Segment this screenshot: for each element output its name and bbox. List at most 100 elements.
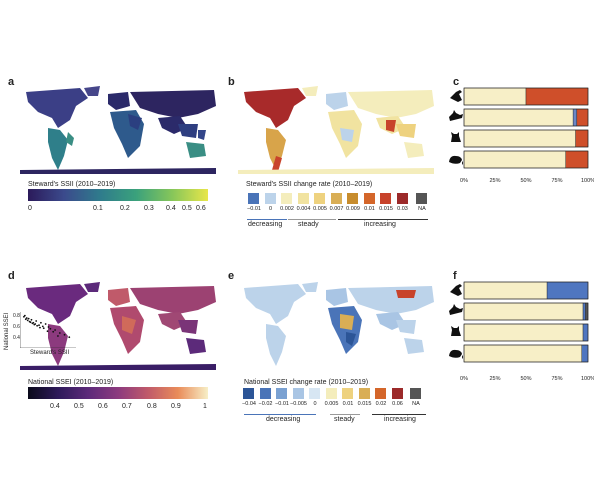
scatter-point — [42, 327, 45, 330]
inset-ytick: 0.8 — [13, 313, 20, 319]
legend-swatch — [396, 193, 408, 204]
cat-icon-shape — [451, 132, 461, 142]
bar-segment — [581, 344, 589, 363]
colorbar-tick: 0.6 — [98, 403, 108, 410]
legend-category-steady: steady — [298, 221, 319, 228]
axis-tick-label: 0% — [460, 376, 468, 382]
bar-segment — [463, 344, 583, 363]
bar-segment — [576, 108, 589, 127]
legend-swatch — [410, 388, 421, 399]
bar-outline — [463, 108, 589, 127]
map-countries-d — [20, 282, 216, 370]
bar-segment — [565, 150, 589, 169]
scatter-point — [58, 332, 61, 334]
legend-swatch-label: NA — [412, 401, 420, 407]
legend-swatch — [416, 193, 427, 204]
legend-category-increasing: increasing — [384, 416, 416, 423]
scatter-point — [54, 329, 56, 331]
colorbar-tick: 0.2 — [120, 205, 130, 212]
colorbar-tick: 0 — [28, 205, 32, 212]
bar-segment — [463, 150, 566, 169]
colorbar-tick: 1 — [203, 403, 207, 410]
bar-segment — [572, 108, 578, 127]
legend-swatch-label: 0 — [268, 206, 273, 212]
legend-title-d: National SSEI (2010–2019) — [28, 379, 114, 386]
bird-icon — [450, 90, 462, 102]
legend-rule-decreasing — [247, 219, 287, 220]
panel-label-f: f — [453, 270, 457, 282]
legend-swatch-label: 0.02 — [375, 401, 387, 407]
panel-label-a: a — [8, 76, 15, 88]
legend-swatch — [292, 388, 304, 399]
bar-outline — [463, 344, 589, 363]
colorbar-tick: 0.7 — [122, 403, 132, 410]
bird-icon-shape — [450, 284, 462, 296]
legend-swatch — [391, 388, 403, 399]
bar-segment — [463, 108, 574, 127]
legend-swatch-label: 0.002 — [280, 206, 294, 212]
map-countries-a — [20, 86, 216, 174]
legend-swatch — [358, 388, 370, 399]
panel-label-e: e — [228, 270, 235, 282]
legend-swatch — [325, 388, 337, 399]
axis-tick-label: 25% — [489, 376, 500, 382]
inset-ytick: 0.6 — [13, 324, 20, 330]
bar-outline — [463, 150, 589, 169]
colorbar-ssei — [28, 387, 208, 399]
scatter-point — [68, 336, 71, 339]
map-countries-e — [244, 282, 434, 366]
axis-tick-label: 75% — [551, 376, 562, 382]
rodent-icon — [449, 155, 463, 165]
colorbar-tick: 0.1 — [93, 205, 103, 212]
legend-rule-increasing — [338, 219, 428, 220]
bar-outline — [463, 129, 589, 148]
cat-icon — [451, 326, 461, 336]
fox-icon-shape — [449, 304, 463, 315]
bar-segment — [463, 302, 584, 321]
legend-swatch-label: NA — [418, 206, 426, 212]
scatter-point — [23, 314, 26, 317]
rodent-icon-shape — [449, 349, 463, 359]
legend-swatch-label: 0.01 — [364, 206, 375, 212]
cat-icon — [451, 132, 461, 142]
scatter-point — [35, 320, 38, 322]
legend-swatch-label: 0.005 — [313, 206, 327, 212]
legend-category-decreasing: decreasing — [248, 221, 283, 228]
legend-swatch — [281, 193, 292, 204]
bar-outline — [463, 87, 589, 106]
colorbar-tick: 0.8 — [147, 403, 157, 410]
colorbar-tick: 0.4 — [166, 205, 176, 212]
axis-tick-label: 100% — [581, 178, 594, 184]
world-map-ssei — [20, 282, 216, 370]
legend-swatch-label: 0.005 — [324, 401, 339, 407]
colorbar-tick: 0.5 — [182, 205, 192, 212]
legend-category-steady: steady — [334, 416, 355, 423]
axis-tick-label: 75% — [551, 178, 562, 184]
legend-swatch-label: −0.01 — [247, 206, 261, 212]
scatter-point — [52, 330, 55, 333]
legend-swatch — [314, 193, 325, 204]
fox-icon-shape — [449, 110, 463, 121]
colorbar-tick: 0.9 — [171, 403, 181, 410]
legend-swatch-label: 0.004 — [296, 206, 311, 212]
legend-title-e: National SSEI change rate (2010–2019) — [244, 379, 369, 386]
legend-rule-increasing — [372, 414, 426, 415]
colorbar-tick: 0.6 — [196, 205, 206, 212]
inset-xlabel: Steward's SSII — [30, 350, 70, 356]
scatter-point — [46, 330, 49, 333]
legend-swatch — [342, 388, 353, 399]
bar-segment — [575, 129, 589, 148]
legend-swatch — [259, 388, 271, 399]
scatter-point — [30, 318, 33, 321]
colorbar-tick: 0.4 — [50, 403, 60, 410]
rodent-icon — [449, 349, 463, 359]
inset-scatter-d — [20, 312, 76, 348]
bird-icon-shape — [450, 90, 462, 102]
bar-outline — [463, 281, 589, 300]
legend-swatch-label: 0 — [313, 401, 317, 407]
legend-swatch-label: −0.04 — [242, 401, 256, 407]
bar-segment — [546, 281, 589, 300]
stacked-bar-chart-f: 0% 25% 50% 75% 100% — [449, 281, 594, 382]
legend-swatch — [248, 193, 259, 204]
cat-icon-shape — [451, 326, 461, 336]
